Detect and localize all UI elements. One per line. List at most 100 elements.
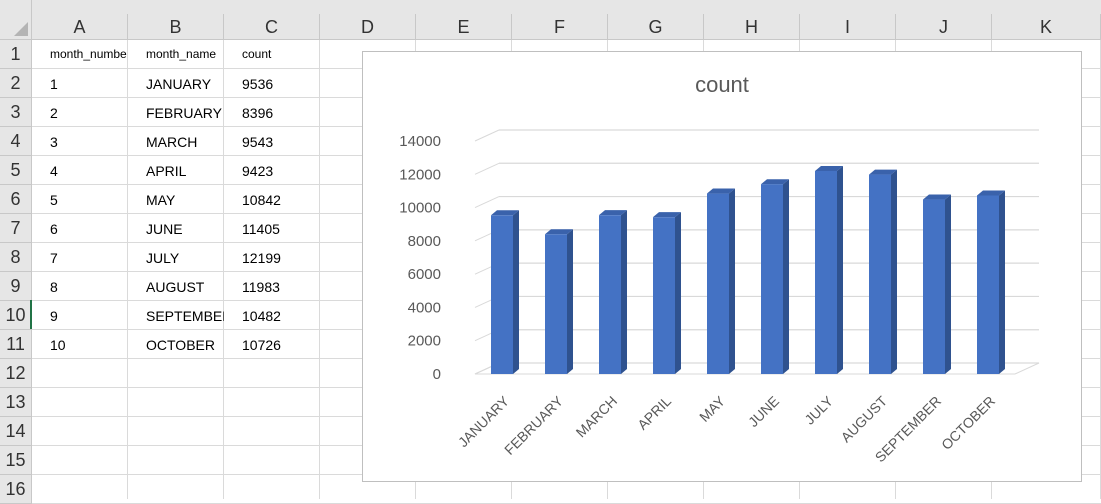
gridline-depth	[474, 162, 500, 175]
bar-top	[815, 165, 843, 171]
cell-month-name[interactable]: JANUARY	[146, 76, 212, 92]
cell-count[interactable]: 9423	[242, 163, 274, 179]
x-tick-label: MARCH	[573, 393, 621, 441]
row-header-3[interactable]: 3	[0, 98, 32, 127]
y-tick-label: 12000	[399, 166, 441, 183]
bar-side	[783, 179, 789, 374]
row-header-2[interactable]: 2	[0, 69, 32, 98]
cell-month-name[interactable]: JUNE	[146, 221, 183, 237]
column-header-b[interactable]: B	[128, 14, 224, 40]
bar-side	[999, 190, 1005, 374]
bar-top	[977, 190, 1005, 196]
bar-side	[729, 188, 735, 374]
bar-side	[945, 194, 951, 374]
column-header-e[interactable]: E	[416, 14, 512, 40]
cell-month-name[interactable]: OCTOBER	[146, 337, 215, 353]
bar	[977, 195, 999, 374]
cell-month-name[interactable]: FEBRUARY	[146, 105, 222, 121]
cell-count[interactable]: 9536	[242, 76, 274, 92]
row-header-4[interactable]: 4	[0, 127, 32, 156]
chart-area[interactable]: count 0 2000 4000 6000 8000 10000 12000 14000 JA…	[362, 51, 1082, 482]
row-header-1[interactable]: 1	[0, 40, 32, 69]
column-header-d[interactable]: D	[320, 14, 416, 40]
row-header-6[interactable]: 6	[0, 185, 32, 214]
row-header-5[interactable]: 5	[0, 156, 32, 185]
bar-top	[653, 212, 681, 218]
select-all-triangle-icon	[14, 22, 28, 36]
cell-header-month-number[interactable]: month_number	[50, 47, 127, 61]
bar	[491, 215, 513, 374]
row-header-13[interactable]: 13	[0, 388, 32, 417]
row-header-15[interactable]: 15	[0, 446, 32, 475]
cell-count[interactable]: 8396	[242, 105, 274, 121]
y-tick-label: 4000	[408, 299, 441, 316]
gridline-v	[223, 40, 224, 499]
bar-top	[923, 194, 951, 200]
cell-header-month-name[interactable]: month_name	[146, 47, 217, 61]
bar-top	[545, 229, 573, 235]
column-header-f[interactable]: F	[512, 14, 608, 40]
cell-month-number[interactable]: 3	[50, 134, 58, 150]
cell-count[interactable]: 10842	[242, 192, 281, 208]
cell-month-number[interactable]: 8	[50, 279, 58, 295]
y-tick-label: 10000	[399, 200, 441, 217]
column-header-strip	[32, 0, 1101, 14]
cell-month-number[interactable]: 5	[50, 192, 58, 208]
column-header-k[interactable]: K	[992, 14, 1101, 40]
y-tick-label: 2000	[408, 333, 441, 350]
cell-month-number[interactable]: 2	[50, 105, 58, 121]
cell-count[interactable]: 9543	[242, 134, 274, 150]
row-header-8[interactable]: 8	[0, 243, 32, 272]
cell-month-number[interactable]: 6	[50, 221, 58, 237]
cell-header-count[interactable]: count	[242, 47, 272, 61]
cell-count[interactable]: 10726	[242, 337, 281, 353]
cell-month-name[interactable]: SEPTEMBER	[146, 308, 224, 324]
cell-count[interactable]: 11405	[242, 221, 280, 237]
cell-month-name[interactable]: JULY	[146, 250, 180, 266]
column-header-i[interactable]: I	[800, 14, 896, 40]
cell-month-number[interactable]: 7	[50, 250, 58, 266]
cell-month-number[interactable]: 4	[50, 163, 58, 179]
bar	[707, 193, 729, 374]
cell-count[interactable]: 12199	[242, 250, 281, 266]
column-header-c[interactable]: C	[224, 14, 320, 40]
row-header-9[interactable]: 9	[0, 272, 32, 301]
y-tick-label: 0	[433, 366, 441, 383]
cell-month-name[interactable]: AUGUST	[146, 279, 205, 295]
cell-month-number[interactable]: 9	[50, 308, 58, 324]
bar	[545, 234, 567, 374]
gridline-depth	[474, 196, 500, 209]
row-header-10[interactable]: 10	[0, 301, 32, 330]
row-header-7[interactable]: 7	[0, 214, 32, 243]
bar-top	[761, 179, 789, 185]
row-header-14[interactable]: 14	[0, 417, 32, 446]
bar-side	[837, 165, 843, 374]
bar-top	[869, 169, 897, 175]
gridline-v	[127, 40, 128, 499]
bar	[761, 184, 783, 374]
column-header-a[interactable]: A	[32, 14, 128, 40]
x-tick-label: FEBRUARY	[501, 392, 567, 458]
x-tick-label: OCTOBER	[938, 393, 998, 453]
bar	[869, 174, 891, 374]
bar-side	[513, 210, 519, 374]
column-header-j[interactable]: J	[896, 14, 992, 40]
cell-count[interactable]: 11983	[242, 279, 280, 295]
y-tick-label: 6000	[408, 266, 441, 283]
bar	[815, 170, 837, 374]
row-header-11[interactable]: 11	[0, 330, 32, 359]
cell-count[interactable]: 10482	[242, 308, 281, 324]
row-header-12[interactable]: 12	[0, 359, 32, 388]
cell-month-name[interactable]: MARCH	[146, 134, 198, 150]
cell-month-number[interactable]: 10	[50, 337, 66, 353]
x-tick-label: APRIL	[634, 393, 674, 433]
cell-month-name[interactable]: APRIL	[146, 163, 187, 179]
column-header-h[interactable]: H	[704, 14, 800, 40]
column-header-g[interactable]: G	[608, 14, 704, 40]
row-header-16[interactable]: 16	[0, 475, 32, 504]
cell-month-number[interactable]: 1	[50, 76, 58, 92]
select-all-button[interactable]	[0, 0, 32, 40]
bar-top	[707, 188, 735, 194]
x-tick-label: MAY	[696, 392, 728, 424]
cell-month-name[interactable]: MAY	[146, 192, 176, 208]
